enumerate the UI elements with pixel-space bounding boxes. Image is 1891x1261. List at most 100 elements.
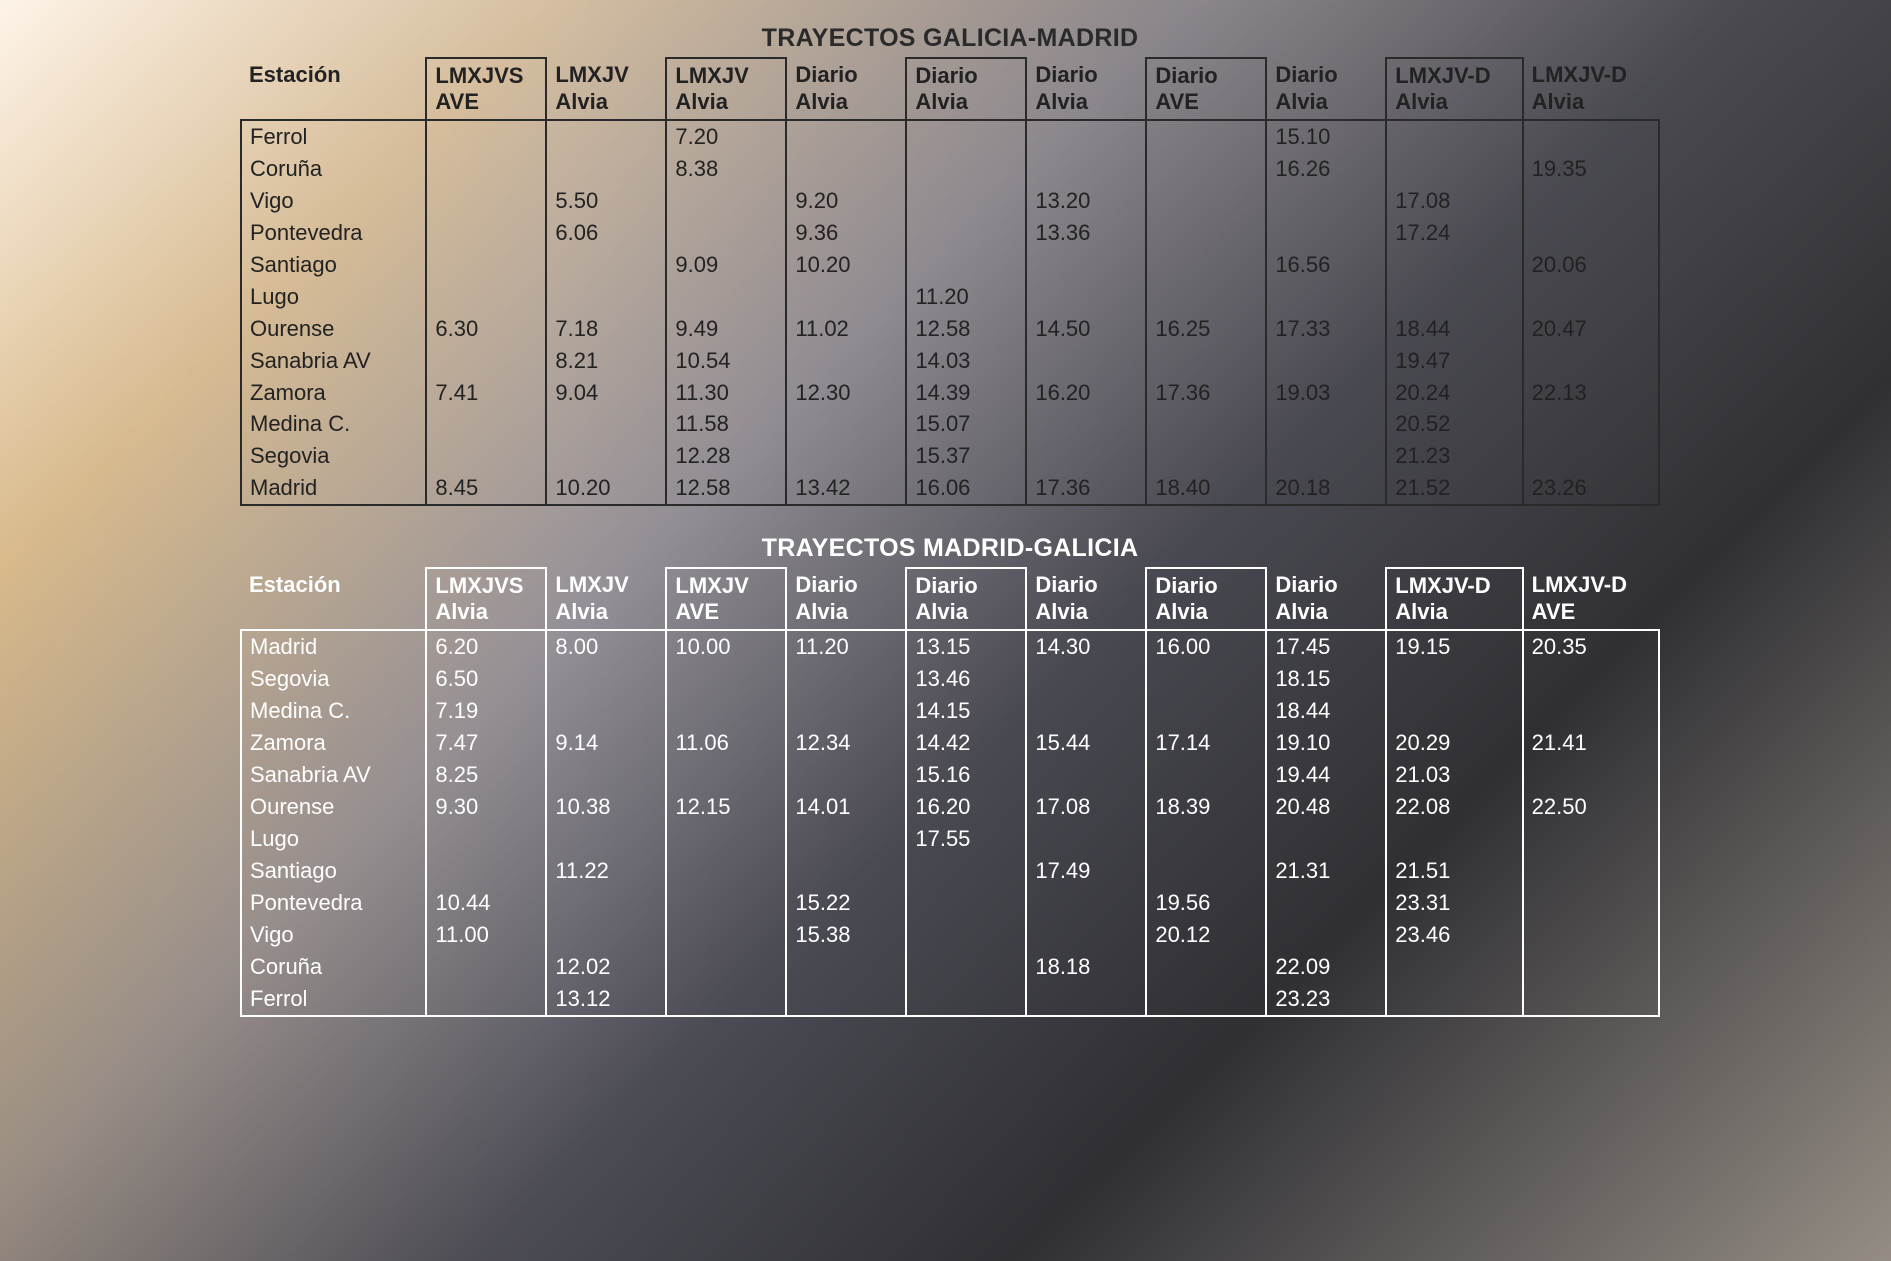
lower-thead: EstaciónLMXJVSLMXJVLMXJVDiarioDiarioDiar… bbox=[241, 568, 1659, 630]
time-cell bbox=[1523, 185, 1659, 217]
station-cell: Coruña bbox=[241, 951, 426, 983]
table-row: Santiago11.2217.4921.3121.51 bbox=[241, 855, 1659, 887]
col-days: LMXJV bbox=[666, 568, 786, 599]
time-cell: 16.06 bbox=[906, 472, 1026, 505]
col-service: AVE bbox=[1146, 89, 1266, 120]
time-cell: 9.09 bbox=[666, 249, 786, 281]
col-days: Diario bbox=[786, 58, 906, 89]
time-cell bbox=[666, 281, 786, 313]
col-days: Diario bbox=[906, 568, 1026, 599]
time-cell: 13.46 bbox=[906, 663, 1026, 695]
time-cell bbox=[1026, 249, 1146, 281]
time-cell: 23.23 bbox=[1266, 983, 1386, 1016]
time-cell: 20.52 bbox=[1386, 408, 1522, 440]
col-service: Alvia bbox=[786, 599, 906, 630]
time-cell: 15.44 bbox=[1026, 727, 1146, 759]
time-cell bbox=[1523, 281, 1659, 313]
station-cell: Coruña bbox=[241, 153, 426, 185]
upper-thead: EstaciónLMXJVSLMXJVLMXJVDiarioDiarioDiar… bbox=[241, 58, 1659, 120]
time-cell: 7.41 bbox=[426, 377, 546, 409]
col-service: AVE bbox=[666, 599, 786, 630]
col-service: Alvia bbox=[1386, 599, 1522, 630]
time-cell: 22.13 bbox=[1523, 377, 1659, 409]
time-cell: 12.30 bbox=[786, 377, 906, 409]
time-cell bbox=[426, 281, 546, 313]
time-cell bbox=[666, 855, 786, 887]
station-cell: Sanabria AV bbox=[241, 345, 426, 377]
station-cell: Sanabria AV bbox=[241, 759, 426, 791]
time-cell bbox=[1026, 983, 1146, 1016]
time-cell bbox=[546, 695, 666, 727]
upper-table: EstaciónLMXJVSLMXJVLMXJVDiarioDiarioDiar… bbox=[240, 57, 1660, 506]
time-cell: 11.02 bbox=[786, 313, 906, 345]
col-days: LMXJVS bbox=[426, 568, 546, 599]
time-cell bbox=[546, 120, 666, 153]
time-cell: 8.25 bbox=[426, 759, 546, 791]
time-cell: 15.37 bbox=[906, 440, 1026, 472]
col-days: Diario bbox=[1146, 568, 1266, 599]
time-cell: 9.14 bbox=[546, 727, 666, 759]
time-cell: 14.01 bbox=[786, 791, 906, 823]
time-cell: 20.24 bbox=[1386, 377, 1522, 409]
time-cell bbox=[1146, 695, 1266, 727]
col-service: Alvia bbox=[1146, 599, 1266, 630]
time-cell: 16.20 bbox=[906, 791, 1026, 823]
col-days: LMXJV-D bbox=[1386, 568, 1522, 599]
station-cell: Medina C. bbox=[241, 695, 426, 727]
lower-title: TRAYECTOS MADRID-GALICIA bbox=[240, 534, 1660, 563]
col-service: Alvia bbox=[1266, 89, 1386, 120]
time-cell: 12.28 bbox=[666, 440, 786, 472]
time-cell bbox=[1146, 217, 1266, 249]
time-cell bbox=[1146, 983, 1266, 1016]
time-cell bbox=[546, 249, 666, 281]
time-cell bbox=[906, 185, 1026, 217]
time-cell bbox=[1146, 281, 1266, 313]
time-cell bbox=[786, 345, 906, 377]
time-cell: 21.31 bbox=[1266, 855, 1386, 887]
time-cell bbox=[1523, 217, 1659, 249]
time-cell: 10.20 bbox=[786, 249, 906, 281]
time-cell: 12.34 bbox=[786, 727, 906, 759]
time-cell bbox=[1026, 153, 1146, 185]
time-cell bbox=[1523, 440, 1659, 472]
station-cell: Vigo bbox=[241, 185, 426, 217]
time-cell: 6.06 bbox=[546, 217, 666, 249]
station-cell: Ourense bbox=[241, 791, 426, 823]
time-cell bbox=[666, 695, 786, 727]
lower-tbody: Madrid6.208.0010.0011.2013.1514.3016.001… bbox=[241, 630, 1659, 1015]
time-cell: 23.46 bbox=[1386, 919, 1522, 951]
time-cell bbox=[1146, 759, 1266, 791]
time-cell bbox=[666, 185, 786, 217]
table-row: Medina C.11.5815.0720.52 bbox=[241, 408, 1659, 440]
time-cell bbox=[786, 823, 906, 855]
time-cell: 14.03 bbox=[906, 345, 1026, 377]
time-cell: 15.07 bbox=[906, 408, 1026, 440]
time-cell bbox=[1266, 440, 1386, 472]
col-service: Alvia bbox=[666, 89, 786, 120]
time-cell bbox=[1146, 120, 1266, 153]
time-cell bbox=[786, 663, 906, 695]
station-cell: Ferrol bbox=[241, 120, 426, 153]
time-cell: 19.56 bbox=[1146, 887, 1266, 919]
time-cell: 6.50 bbox=[426, 663, 546, 695]
station-cell: Segovia bbox=[241, 440, 426, 472]
time-cell bbox=[666, 217, 786, 249]
col-days: LMXJV-D bbox=[1523, 58, 1659, 89]
time-cell: 13.12 bbox=[546, 983, 666, 1016]
station-cell: Medina C. bbox=[241, 408, 426, 440]
time-cell bbox=[906, 951, 1026, 983]
station-header: Estación bbox=[241, 568, 426, 599]
time-cell: 21.23 bbox=[1386, 440, 1522, 472]
time-cell bbox=[546, 153, 666, 185]
time-cell bbox=[1146, 345, 1266, 377]
time-cell: 23.26 bbox=[1523, 472, 1659, 505]
col-service: Alvia bbox=[426, 599, 546, 630]
time-cell bbox=[426, 823, 546, 855]
time-cell: 11.30 bbox=[666, 377, 786, 409]
time-cell bbox=[1266, 887, 1386, 919]
time-cell bbox=[1026, 440, 1146, 472]
table-row: Segovia 12.28 15.37 21.23 bbox=[241, 440, 1659, 472]
time-cell bbox=[906, 887, 1026, 919]
time-cell: 16.56 bbox=[1266, 249, 1386, 281]
time-cell bbox=[1266, 185, 1386, 217]
